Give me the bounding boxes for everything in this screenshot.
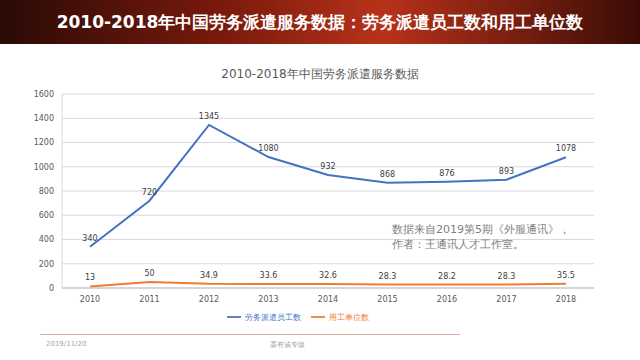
svg-text:50: 50 <box>144 269 154 278</box>
svg-text:28.3: 28.3 <box>379 272 397 281</box>
svg-text:1345: 1345 <box>199 112 219 121</box>
svg-text:1400: 1400 <box>34 114 54 123</box>
html-text:数据来自2019第5期《外服通讯》，: 数据来自2019第5期《外服通讯》， <box>392 223 570 236</box>
svg-text:32.6: 32.6 <box>319 271 337 280</box>
svg-text:932: 932 <box>320 162 335 171</box>
svg-text:2018: 2018 <box>556 295 576 304</box>
svg-text:0: 0 <box>49 284 54 293</box>
svg-text:35.5: 35.5 <box>557 271 575 280</box>
html-text:劳务派遣员工数: 劳务派遣员工数 <box>245 312 301 322</box>
html-text:2019/11/20: 2019/11/20 <box>46 340 87 348</box>
svg-text:200: 200 <box>39 260 54 269</box>
svg-text:876: 876 <box>439 169 454 178</box>
svg-text:868: 868 <box>380 170 395 179</box>
svg-text:2017: 2017 <box>496 295 516 304</box>
svg-text:1000: 1000 <box>34 163 54 172</box>
html-text:2010-2018年中国劳务派遣服务数据：劳务派遣员工数和用: 2010-2018年中国劳务派遣服务数据：劳务派遣员工数和用工单位数 <box>56 12 584 32</box>
svg-text:28.3: 28.3 <box>498 272 516 281</box>
svg-text:800: 800 <box>39 187 54 196</box>
svg-text:2015: 2015 <box>377 295 397 304</box>
svg-text:2014: 2014 <box>318 295 338 304</box>
svg-text:1080: 1080 <box>258 144 278 153</box>
svg-text:28.2: 28.2 <box>438 272 456 281</box>
svg-text:2016: 2016 <box>437 295 457 304</box>
html-text:用工单位数: 用工单位数 <box>329 312 369 322</box>
svg-text:2011: 2011 <box>139 295 159 304</box>
svg-text:13: 13 <box>85 273 95 282</box>
svg-text:2013: 2013 <box>258 295 278 304</box>
svg-text:2012: 2012 <box>199 295 219 304</box>
svg-text:33.6: 33.6 <box>260 271 278 280</box>
svg-text:400: 400 <box>39 235 54 244</box>
svg-text:893: 893 <box>499 167 514 176</box>
svg-text:2010: 2010 <box>80 295 100 304</box>
svg-text:720: 720 <box>142 188 157 197</box>
svg-text:34.9: 34.9 <box>200 271 218 280</box>
html-text:作者：王通讯人才工作室。: 作者：王通讯人才工作室。 <box>392 238 524 251</box>
svg-text:1200: 1200 <box>34 138 54 147</box>
svg-text:1078: 1078 <box>556 144 576 153</box>
svg-text:1600: 1600 <box>34 90 54 99</box>
svg-text:600: 600 <box>39 211 54 220</box>
html-text:2010-2018年中国劳务派遣服务数据: 2010-2018年中国劳务派遣服务数据 <box>221 67 419 81</box>
svg-text:340: 340 <box>82 234 97 243</box>
html-text:聂有诚专版: 聂有诚专版 <box>270 341 305 349</box>
